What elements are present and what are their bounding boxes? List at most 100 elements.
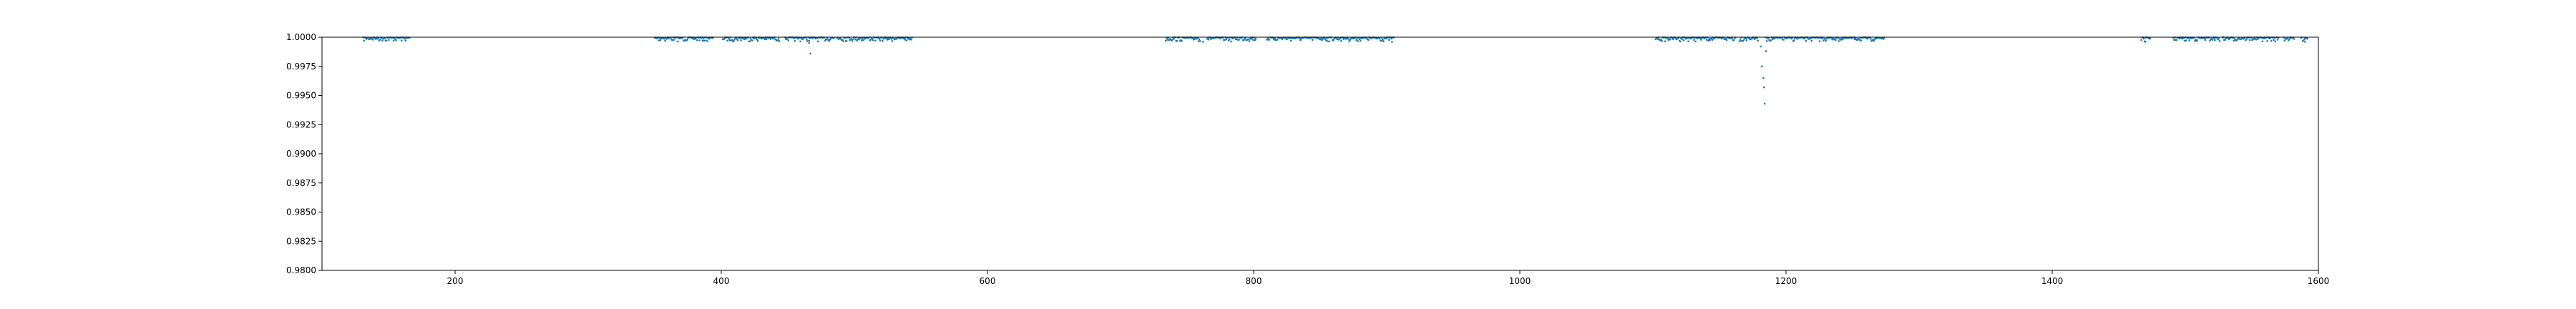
flux-dip-point	[1763, 86, 1765, 89]
flux-point	[1810, 37, 1812, 39]
flux-point	[1199, 40, 1201, 42]
flux-point	[1266, 39, 1268, 41]
x-tick-label: 600	[980, 276, 996, 286]
flux-point	[879, 39, 882, 41]
y-tick-label: 0.9800	[286, 265, 316, 275]
flux-point	[1657, 38, 1659, 41]
x-tick-label: 1200	[1775, 276, 1797, 286]
flux-point	[2149, 37, 2152, 39]
flux-point	[1382, 40, 1385, 42]
flux-point	[392, 39, 395, 42]
flux-point	[1247, 38, 1250, 41]
flux-point	[1693, 39, 1695, 41]
flux-point	[2218, 37, 2220, 40]
flux-point	[2218, 39, 2221, 42]
flux-point	[1792, 39, 1795, 41]
flux-point	[763, 38, 766, 41]
y-axis: 0.9800 0.9825 0.9850 0.9875 0.9900 0.9925 0.99…	[286, 32, 322, 275]
flux-point	[1672, 38, 1674, 40]
flux-point	[882, 38, 884, 40]
flux-point	[2203, 37, 2206, 39]
flux-dip-point	[1202, 41, 1204, 43]
flux-point	[1707, 39, 1709, 41]
flux-point	[1367, 39, 1370, 41]
y-tick-label: 0.9850	[286, 207, 316, 217]
flux-point	[2183, 39, 2186, 42]
flux-point	[1724, 37, 1727, 40]
flux-point	[1810, 39, 1813, 42]
flux-point	[1332, 39, 1335, 41]
flux-point	[696, 39, 698, 41]
flux-point	[673, 39, 675, 41]
flux-point	[786, 38, 789, 40]
flux-point	[799, 40, 801, 43]
flux-point	[1854, 37, 1857, 39]
flux-dip-point	[2304, 41, 2306, 43]
flux-point	[778, 40, 781, 42]
flux-point	[1380, 39, 1382, 42]
flux-point	[2211, 39, 2214, 41]
flux-point	[1705, 39, 1708, 41]
flux-point	[2188, 39, 2190, 41]
flux-point	[2209, 39, 2211, 41]
flux-point	[671, 39, 673, 41]
flux-point	[904, 39, 906, 41]
flux-point	[1731, 37, 1734, 39]
flux-point	[1825, 39, 1828, 42]
flux-point	[862, 37, 864, 39]
flux-point	[793, 37, 795, 39]
flux-point	[385, 39, 388, 41]
flux-point	[1230, 40, 1232, 43]
flux-point	[1248, 40, 1251, 42]
flux-point	[1745, 39, 1748, 41]
flux-point	[1348, 40, 1350, 42]
flux-point	[1166, 39, 1169, 41]
flux-point	[794, 39, 796, 42]
flux-point	[1681, 38, 1683, 40]
flux-point	[756, 38, 758, 41]
flux-point	[2182, 37, 2185, 39]
y-tick-label: 0.9950	[286, 91, 316, 101]
flux-dip-point	[2144, 41, 2147, 43]
flux-point	[765, 38, 768, 40]
flux-point	[1740, 39, 1742, 42]
flux-point	[2288, 38, 2290, 40]
plot-frame	[321, 36, 2319, 271]
flux-point	[733, 40, 735, 42]
flux-point	[1276, 39, 1279, 41]
flux-point	[2185, 39, 2187, 41]
flux-dip-point	[1391, 41, 1393, 43]
x-tick-label: 800	[1246, 276, 1262, 286]
flux-point	[384, 37, 386, 39]
flux-point	[2255, 39, 2258, 41]
flux-point	[2140, 39, 2142, 41]
flux-point	[1860, 39, 1863, 41]
flux-point	[776, 39, 779, 41]
flux-point	[808, 39, 811, 42]
y-tick-label: 1.0000	[286, 32, 316, 42]
flux-point	[2224, 39, 2226, 41]
flux-point	[1757, 39, 1759, 42]
flux-point	[1823, 39, 1825, 41]
flux-point	[1709, 39, 1711, 41]
flux-point	[1164, 39, 1167, 42]
flux-point	[2214, 39, 2216, 41]
flux-point	[1336, 38, 1339, 41]
flux-dip-point	[809, 52, 811, 55]
flux-point	[1782, 39, 1785, 41]
flux-point	[1805, 39, 1807, 42]
flux-point	[1274, 37, 1277, 39]
flux-point	[878, 37, 881, 40]
flux-point	[1873, 39, 1875, 42]
flux-point	[769, 38, 772, 40]
flux-point	[1382, 39, 1384, 41]
flux-point	[806, 39, 808, 41]
flux-point	[2196, 39, 2198, 41]
flux-point	[1745, 37, 1747, 40]
flux-point	[1738, 40, 1741, 42]
flux-point	[388, 39, 390, 41]
flux-point	[1679, 40, 1682, 43]
flux-point	[400, 39, 403, 41]
flux-point	[1171, 39, 1174, 41]
flux-point	[1238, 39, 1240, 41]
